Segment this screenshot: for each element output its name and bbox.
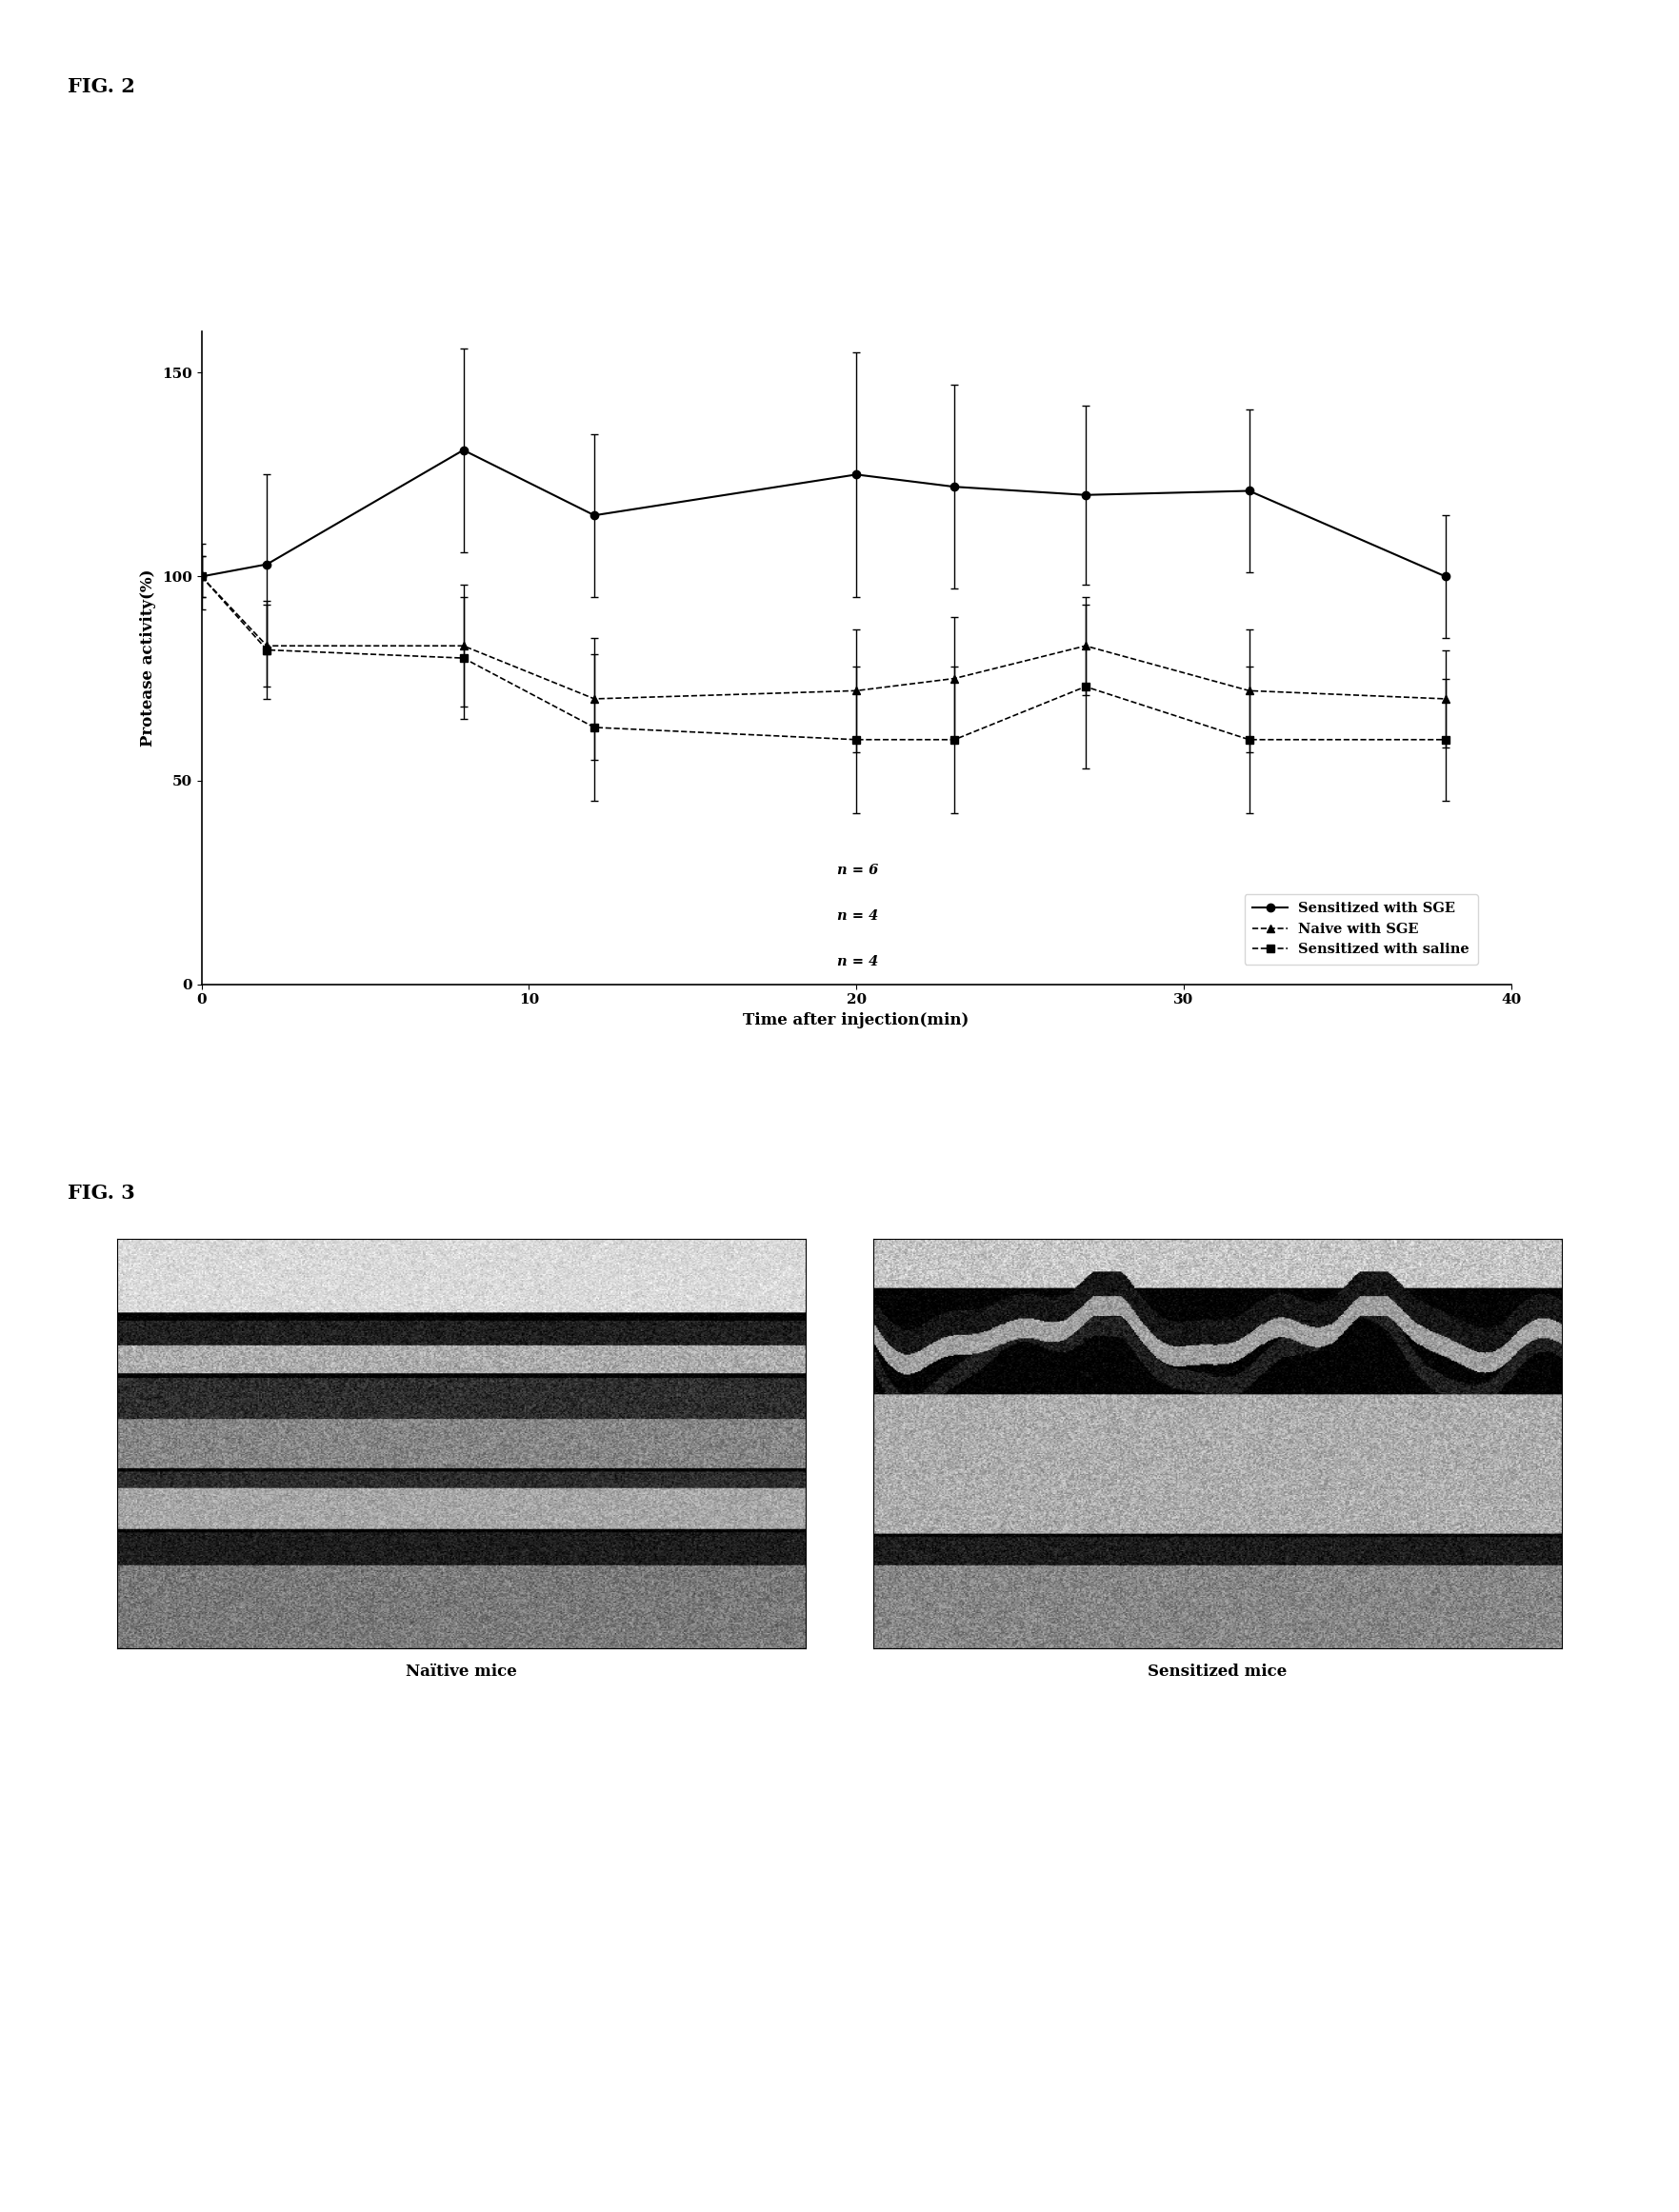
Text: FIG. 2: FIG. 2: [67, 77, 134, 97]
Text: Naïtive mice: Naïtive mice: [406, 1663, 517, 1679]
Y-axis label: Protease activity(%): Protease activity(%): [141, 568, 156, 748]
Legend: Sensitized with SGE, Naive with SGE, Sensitized with saline: Sensitized with SGE, Naive with SGE, Sen…: [1244, 894, 1478, 964]
X-axis label: Time after injection(min): Time after injection(min): [744, 1013, 969, 1029]
Text: Sensitized mice: Sensitized mice: [1148, 1663, 1286, 1679]
Text: n = 6: n = 6: [836, 863, 878, 876]
Text: FIG. 3: FIG. 3: [67, 1183, 134, 1203]
Text: n = 4: n = 4: [836, 956, 878, 969]
Text: n = 4: n = 4: [836, 909, 878, 922]
